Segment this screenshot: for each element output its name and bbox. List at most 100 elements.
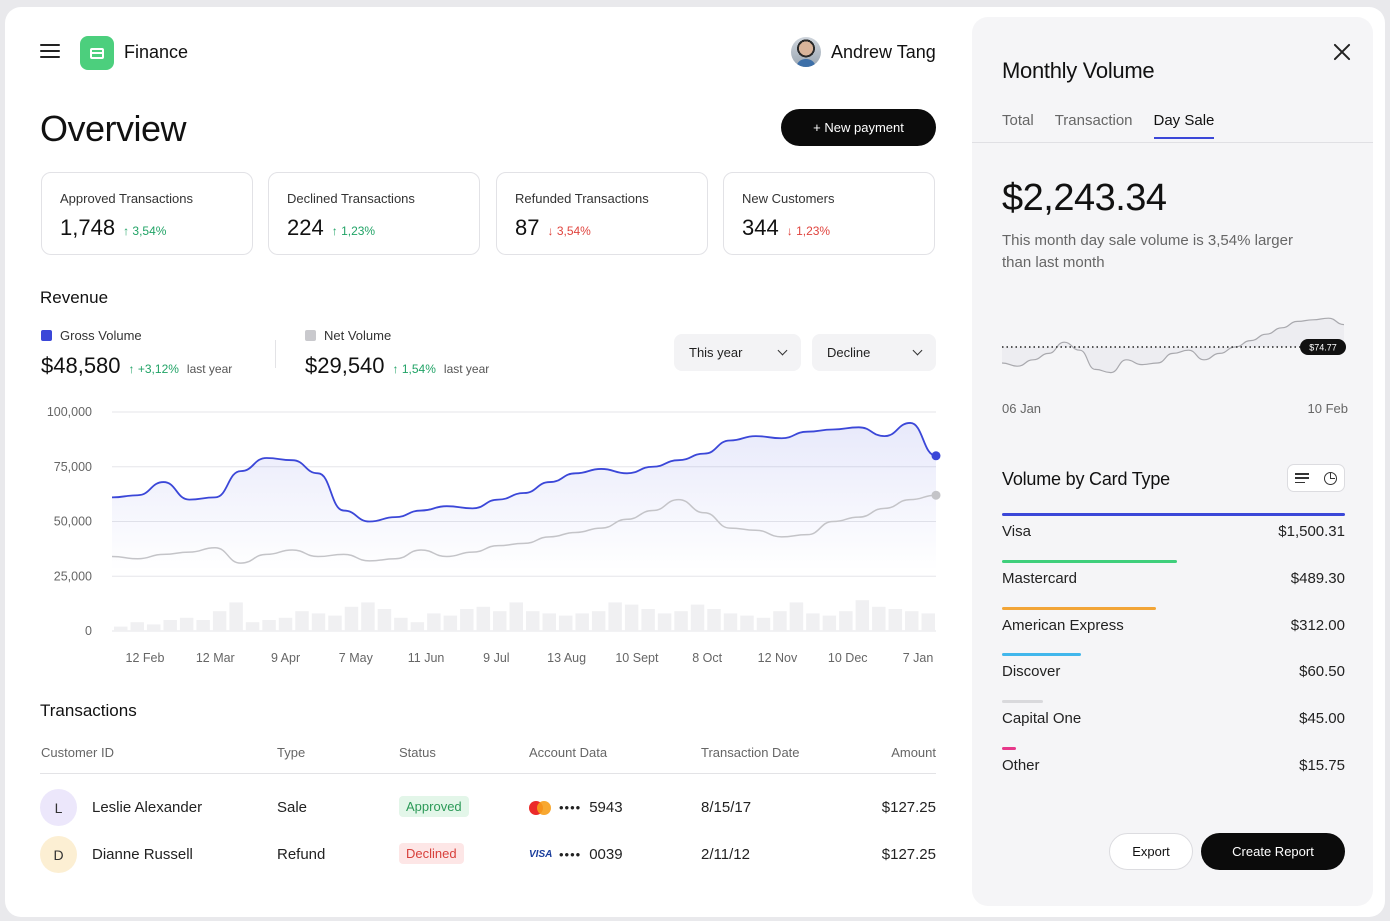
volume-bar: [295, 611, 309, 631]
spark-line: [1001, 317, 1345, 374]
pie-chart-icon[interactable]: [1323, 471, 1337, 485]
volume-bar: [196, 620, 210, 631]
gross-change: ↑ +3,12%: [128, 362, 179, 376]
volume-bar: [806, 613, 820, 631]
account-data: VISA •••• 0039: [529, 846, 623, 863]
legend-gross: Gross Volume $48,580 ↑ +3,12% last year: [41, 328, 232, 379]
y-tick-label: 75,000: [54, 460, 92, 474]
card-type-label: Other: [1002, 757, 1040, 774]
table-row[interactable]: L Leslie Alexander Sale Approved •••• 594…: [40, 789, 936, 827]
volume-bar: [740, 615, 754, 631]
customer-avatar: L: [40, 789, 77, 826]
volume-bar: [245, 622, 260, 631]
stat-label: New Customers: [742, 191, 835, 206]
volume-bar: [311, 613, 326, 631]
status-badge: Approved: [399, 796, 469, 817]
spark-marker: [1300, 339, 1346, 355]
volume-bar: [361, 602, 375, 631]
card-type-row: Visa $1,500.31: [1002, 513, 1345, 553]
volume-bar: [262, 620, 276, 631]
volume-bar: [212, 611, 227, 631]
col-transaction-date[interactable]: Transaction Date: [701, 745, 800, 760]
new-payment-button[interactable]: + New payment: [781, 109, 936, 146]
col-amount[interactable]: Amount: [891, 745, 936, 760]
create-report-button[interactable]: Create Report: [1201, 833, 1345, 870]
mastercard-icon: [529, 800, 551, 815]
volume-bar: [591, 611, 606, 631]
x-tick-label: 9 Apr: [271, 651, 300, 665]
export-button[interactable]: Export: [1109, 833, 1193, 870]
col-customer-id[interactable]: Customer ID: [41, 745, 114, 760]
volume-bar: [641, 609, 655, 631]
view-toggle: [1287, 464, 1345, 492]
avatar[interactable]: [791, 37, 821, 67]
spark-end-label: 10 Feb: [1307, 401, 1348, 416]
card-type-bar: [1002, 653, 1081, 657]
card-type-bar: [1002, 747, 1016, 750]
net-suffix: last year: [443, 362, 490, 376]
card-type-bar: [1002, 559, 1177, 563]
volume-bar: [377, 609, 392, 631]
legend-swatch: [41, 330, 52, 341]
volume-bar: [756, 617, 771, 631]
volume-bar: [872, 606, 886, 631]
card-type-row: Discover $60.50: [1002, 653, 1345, 693]
gross-suffix: last year: [186, 362, 233, 376]
y-tick-label: 25,000: [54, 569, 92, 583]
x-tick-label: 12 Mar: [196, 651, 235, 665]
visa-icon: VISA: [529, 849, 553, 860]
masked-digits: ••••: [559, 800, 582, 815]
period-value: This year: [689, 345, 743, 360]
hamburger-menu-icon[interactable]: [40, 44, 60, 60]
card-type-value: $1,500.31: [1278, 523, 1345, 540]
y-tick-label: 0: [85, 624, 92, 638]
list-view-icon[interactable]: [1295, 473, 1310, 483]
volume-bar: [542, 613, 556, 631]
volume-bar: [773, 611, 787, 631]
card-last4: 5943: [589, 799, 623, 816]
col-status[interactable]: Status: [399, 745, 436, 760]
volume-bar: [114, 626, 128, 631]
close-icon[interactable]: [1331, 41, 1353, 63]
transactions-title: Transactions: [40, 701, 137, 720]
revenue-title: Revenue: [40, 288, 109, 307]
volume-bar: [163, 620, 177, 631]
stat-change: ↑ 1,23%: [331, 224, 376, 238]
app-name: Finance: [124, 42, 189, 62]
gross-end-point: [931, 451, 941, 461]
revenue-chart: 100,000 75,000 50,000 25,000 0 12 Feb 12 Mar 9 …: [47, 405, 941, 665]
legend-label: Gross Volume: [60, 328, 142, 343]
day-sale-sparkline: $74.77: [1001, 317, 1346, 374]
x-tick-label: 10 Sept: [615, 651, 659, 665]
volume-bar: [674, 611, 688, 631]
volume-bar: [855, 600, 870, 631]
card-type-label: American Express: [1002, 616, 1124, 634]
day-sale-amount: $2,243.34: [1002, 177, 1167, 219]
user-menu[interactable]: Andrew Tang: [791, 37, 936, 67]
tab-transaction[interactable]: Transaction: [1054, 112, 1133, 129]
volume-bar: [509, 602, 523, 631]
trend-dropdown[interactable]: Decline: [812, 334, 936, 371]
period-dropdown[interactable]: This year: [674, 334, 801, 371]
col-type[interactable]: Type: [277, 745, 306, 760]
table-row[interactable]: D Dianne Russell Refund Declined VISA •••…: [40, 836, 936, 874]
volume-bar: [460, 609, 474, 631]
customer-name: Dianne Russell: [92, 846, 193, 863]
stat-card-approved: Approved Transactions 1,748 ↑ 3,54%: [41, 172, 253, 255]
chevron-down-icon: [777, 345, 788, 356]
stat-label: Refunded Transactions: [515, 191, 649, 206]
transaction-date: 2/11/12: [701, 846, 750, 863]
page-title: Overview: [40, 108, 187, 149]
volume-bar: [278, 617, 293, 631]
volume-bar: [229, 602, 243, 631]
net-end-point: [931, 490, 941, 500]
trend-value: Decline: [827, 345, 871, 360]
volume-bar: [146, 624, 161, 631]
col-account-data[interactable]: Account Data: [529, 745, 608, 760]
card-type-bar: [1002, 606, 1157, 610]
legend-swatch: [305, 330, 316, 341]
tab-total[interactable]: Total: [1002, 112, 1034, 129]
tab-day-sale[interactable]: Day Sale: [1153, 112, 1215, 139]
card-type-label: Mastercard: [1002, 569, 1078, 587]
volume-bar: [493, 611, 507, 631]
